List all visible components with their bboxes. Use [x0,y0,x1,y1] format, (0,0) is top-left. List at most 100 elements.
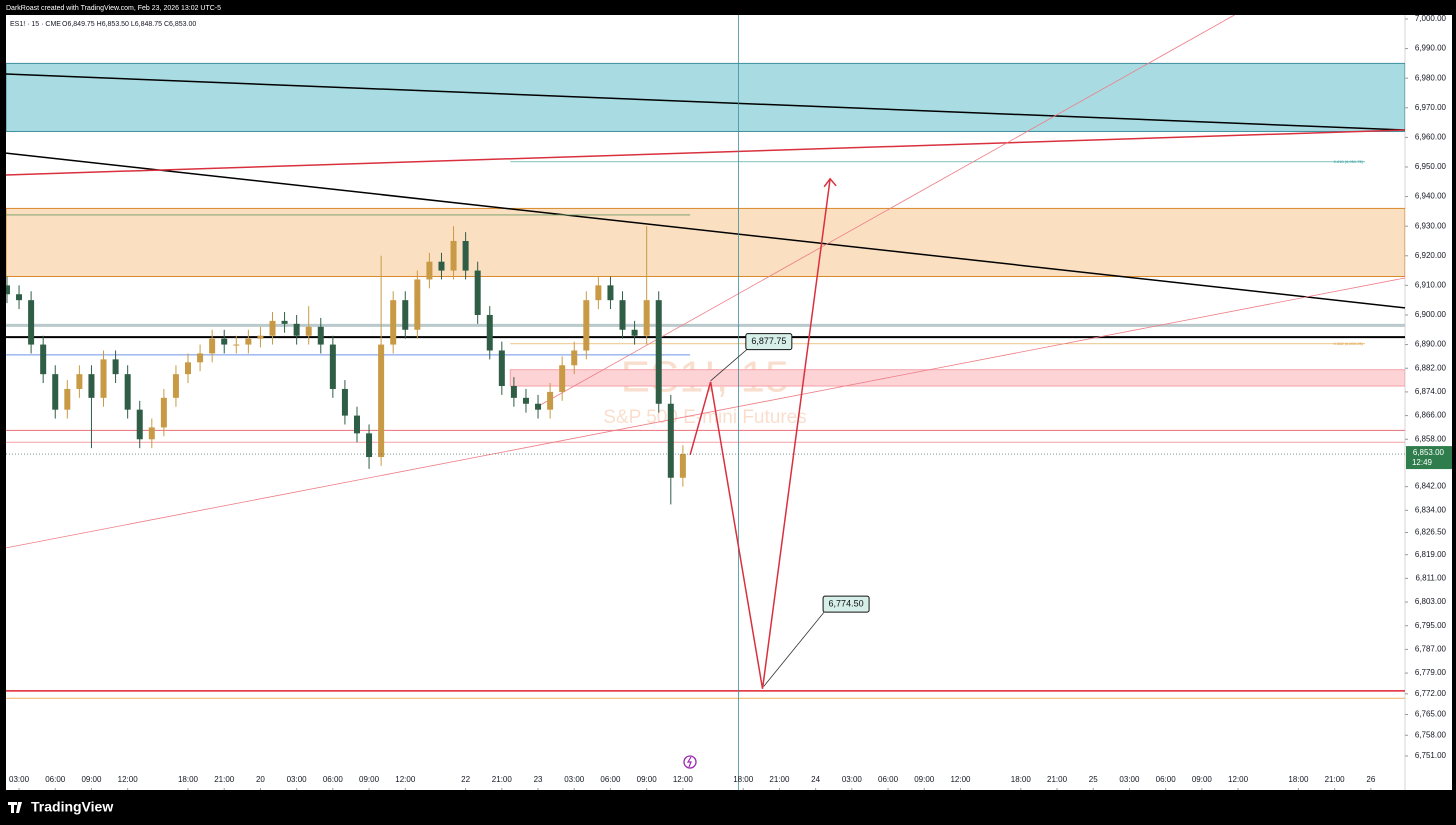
candle-body [148,427,155,440]
candle-body [402,300,409,330]
x-tick-label: 09:00 [914,775,935,784]
x-tick-label: 21:00 [1325,775,1346,784]
y-tick-label: 6,900.00 [1415,310,1447,319]
candle-body [414,279,421,330]
candle-body [124,374,131,410]
candle-body [112,359,119,375]
callout-leader [710,349,748,382]
x-tick-label: 03:00 [564,775,585,784]
y-tick-label: 6,795.00 [1415,621,1447,630]
x-tick-label: 25 [1089,775,1098,784]
brand-logo [8,802,22,813]
callout-leader [763,611,825,687]
trend-line [6,73,1405,131]
candle-body [28,300,35,345]
x-tick-label: 18:00 [178,775,199,784]
trend-line [6,152,1405,309]
candle-body [559,365,566,392]
candle-body [16,294,23,301]
x-tick-label: 06:00 [1156,775,1177,784]
y-tick-label: 6,882.00 [1415,363,1447,372]
y-tick-label: 6,842.00 [1415,482,1447,491]
candle-body [535,403,542,410]
candle-body [136,409,143,440]
trend-line [6,129,1405,176]
trend-line [6,277,1405,549]
fib-label: 0.382 (6,890.25) [1334,341,1364,346]
credit: DarkRoast created with TradingView.com, … [6,5,221,12]
y-tick-label: 6,858.00 [1415,434,1447,443]
y-tick-label: 6,779.00 [1415,668,1447,677]
candle-body [378,344,385,458]
candle-body [595,285,602,301]
x-tick-label: 03:00 [842,775,863,784]
watermark-sub: S&P 500 E-mini Futures [603,407,806,428]
candle-body [462,240,469,271]
y-tick-label: 6,990.00 [1415,44,1447,53]
x-tick-label: 21:00 [769,775,790,784]
candle-body [631,329,638,336]
y-tick-label: 6,930.00 [1415,221,1447,230]
candle-body [341,388,348,416]
candle-body [172,374,179,398]
zone [509,369,1405,387]
candle-body [88,374,95,398]
x-tick-label: 21:00 [214,775,235,784]
symbol: ES1! · 15 · CME [10,21,61,28]
y-tick-label: 6,960.00 [1415,132,1447,141]
candle-body [522,397,529,404]
candle-body [390,300,397,345]
candle-body [353,415,360,434]
y-tick-label: 6,874.00 [1415,387,1447,396]
candle-body [607,285,614,301]
y-tick-label: 6,920.00 [1415,251,1447,260]
x-tick-label: 23 [534,775,543,784]
projection-path [689,178,831,689]
candle-body [76,374,83,389]
candle-body [583,300,590,351]
x-tick-label: 03:00 [1119,775,1140,784]
brand: TradingView [31,799,113,815]
candle-body [100,359,107,398]
x-tick-label: 06:00 [878,775,899,784]
candle-body [426,261,433,280]
candle-body [221,338,228,345]
candle-body [185,362,192,375]
x-tick-label: 21:00 [1047,775,1068,784]
candle-body [366,433,373,458]
y-tick-label: 6,940.00 [1415,192,1447,201]
x-tick-label: 09:00 [81,775,102,784]
y-tick-label: 7,000.00 [1415,14,1447,23]
y-tick-label: 6,765.00 [1415,710,1447,719]
y-tick-label: 6,772.00 [1415,689,1447,698]
candle-body [233,344,240,346]
x-tick-label: 12:00 [395,775,416,784]
y-tick-label: 6,980.00 [1415,73,1447,82]
candle-body [667,403,674,478]
candle-body [498,350,505,386]
x-tick-label: 03:00 [9,775,30,784]
candle-body [293,323,300,336]
candle-body [619,300,626,330]
y-tick-label: 6,950.00 [1415,162,1447,171]
callout-label: 6,774.50 [829,599,864,609]
candle-body [655,300,662,404]
y-tick-label: 6,910.00 [1415,280,1447,289]
candle-body [510,385,517,398]
chart-area [6,15,1452,790]
candle-body [209,338,216,354]
x-tick-label: 26 [1366,775,1375,784]
candle-body [269,320,276,336]
x-tick-label: 18:00 [1011,775,1032,784]
zone [6,207,1405,277]
candle-body [245,338,252,345]
y-tick-label: 6,866.00 [1415,411,1447,420]
callout-label: 6,877.75 [751,336,786,346]
y-tick-label: 6,787.00 [1415,645,1447,654]
x-tick-label: 12:00 [118,775,139,784]
callout-box [822,595,870,613]
candle-body [474,270,481,315]
